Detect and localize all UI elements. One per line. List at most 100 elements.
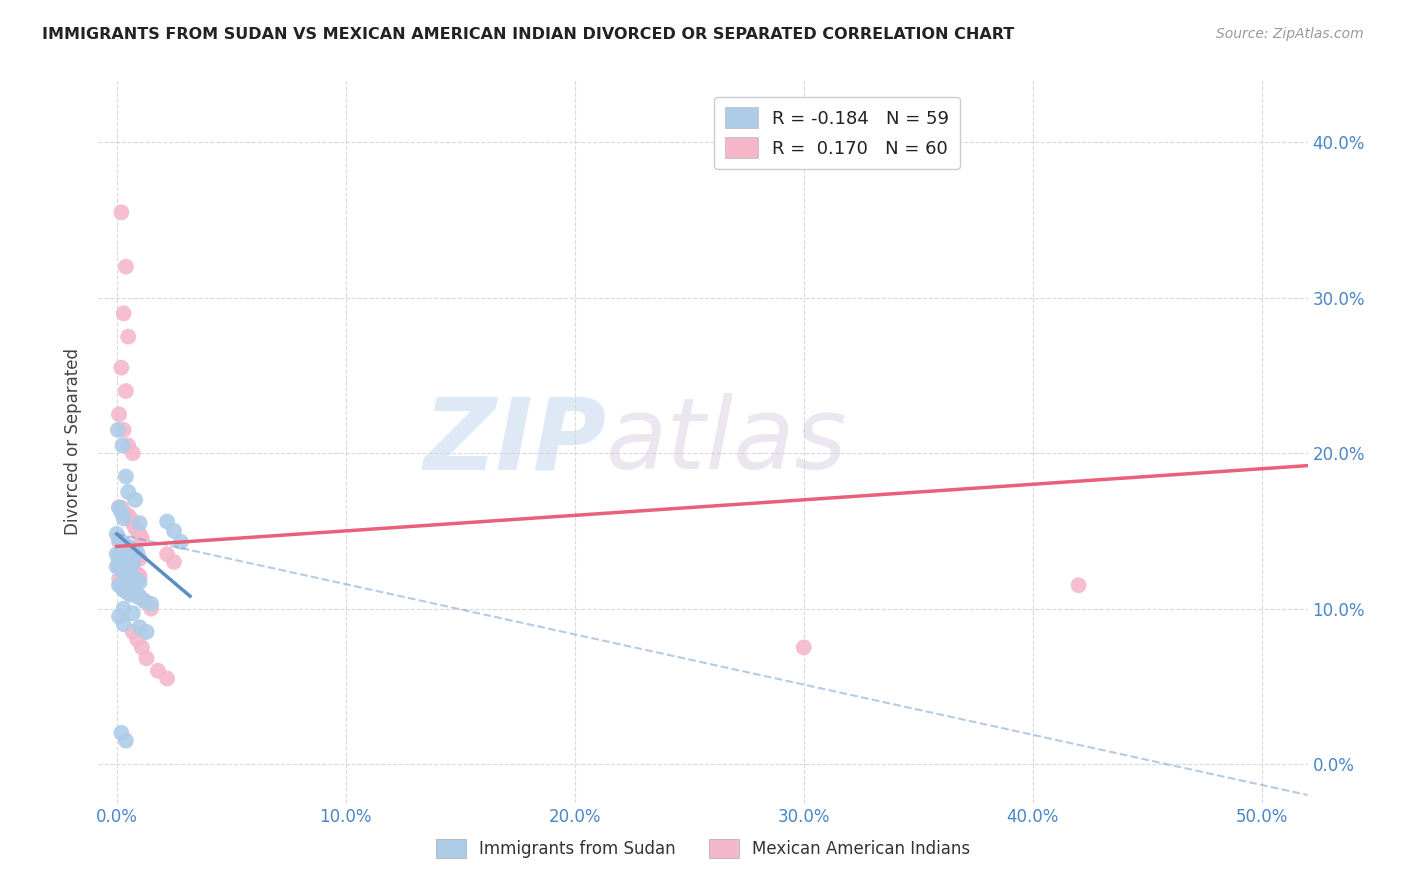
Point	[124, 492, 146, 507]
Point	[108, 500, 131, 515]
Point	[128, 575, 150, 590]
Point	[112, 540, 135, 554]
Point	[111, 438, 134, 452]
Point	[120, 511, 142, 525]
Point	[105, 527, 128, 541]
Point	[128, 620, 150, 634]
Point	[124, 572, 146, 586]
Point	[120, 569, 142, 583]
Point	[121, 606, 143, 620]
Point	[105, 559, 128, 574]
Y-axis label: Divorced or Separated: Divorced or Separated	[65, 348, 83, 535]
Point	[115, 540, 138, 554]
Point	[112, 601, 135, 615]
Point	[105, 547, 128, 561]
Point	[121, 570, 143, 584]
Point	[163, 555, 186, 569]
Point	[115, 384, 138, 398]
Point	[115, 553, 138, 567]
Point	[128, 589, 150, 603]
Point	[117, 555, 139, 569]
Point	[108, 578, 131, 592]
Point	[108, 408, 131, 422]
Point	[117, 485, 139, 500]
Point	[121, 557, 143, 571]
Point	[117, 508, 139, 523]
Point	[121, 586, 143, 600]
Point	[128, 527, 150, 541]
Point	[110, 500, 132, 515]
Point	[117, 540, 139, 554]
Point	[112, 578, 135, 592]
Point	[110, 580, 132, 594]
Point	[115, 260, 138, 274]
Point	[117, 561, 139, 575]
Point	[131, 640, 153, 655]
Point	[156, 672, 179, 686]
Point	[112, 558, 135, 572]
Point	[124, 566, 146, 580]
Point	[117, 542, 139, 557]
Point	[112, 423, 135, 437]
Point	[139, 597, 162, 611]
Point	[115, 584, 138, 599]
Point	[115, 559, 138, 574]
Point	[110, 557, 132, 571]
Point	[135, 651, 157, 665]
Point	[107, 423, 129, 437]
Text: IMMIGRANTS FROM SUDAN VS MEXICAN AMERICAN INDIAN DIVORCED OR SEPARATED CORRELATI: IMMIGRANTS FROM SUDAN VS MEXICAN AMERICA…	[42, 27, 1015, 42]
Point	[121, 624, 143, 639]
Point	[117, 438, 139, 452]
Point	[121, 547, 143, 561]
Point	[110, 534, 132, 549]
Point	[108, 555, 131, 569]
Point	[115, 733, 138, 747]
Point	[108, 549, 131, 563]
Point	[108, 561, 131, 575]
Point	[128, 591, 150, 605]
Point	[108, 534, 131, 549]
Point	[110, 726, 132, 740]
Point	[127, 632, 149, 647]
Point	[127, 550, 149, 565]
Point	[110, 360, 132, 375]
Point	[120, 541, 142, 555]
Point	[117, 586, 139, 600]
Point	[793, 640, 815, 655]
Point	[131, 532, 153, 546]
Point	[139, 601, 162, 615]
Text: atlas: atlas	[606, 393, 848, 490]
Point	[115, 469, 138, 483]
Point	[121, 564, 143, 578]
Point	[146, 664, 169, 678]
Legend: Immigrants from Sudan, Mexican American Indians: Immigrants from Sudan, Mexican American …	[427, 830, 979, 867]
Point	[117, 567, 139, 582]
Point	[127, 524, 149, 538]
Point	[112, 505, 135, 519]
Point	[134, 594, 156, 608]
Text: Source: ZipAtlas.com: Source: ZipAtlas.com	[1216, 27, 1364, 41]
Point	[170, 534, 193, 549]
Point	[108, 532, 131, 546]
Point	[112, 306, 135, 320]
Point	[120, 588, 142, 602]
Point	[124, 521, 146, 535]
Point	[112, 511, 135, 525]
Point	[1067, 578, 1090, 592]
Point	[117, 329, 139, 343]
Point	[134, 594, 156, 608]
Point	[115, 541, 138, 555]
Point	[112, 564, 135, 578]
Point	[112, 617, 135, 632]
Point	[128, 552, 150, 566]
Point	[117, 582, 139, 596]
Text: ZIP: ZIP	[423, 393, 606, 490]
Point	[124, 549, 146, 563]
Point	[127, 574, 149, 588]
Point	[135, 624, 157, 639]
Point	[121, 542, 143, 557]
Point	[112, 552, 135, 566]
Point	[108, 609, 131, 624]
Point	[156, 547, 179, 561]
Point	[110, 550, 132, 565]
